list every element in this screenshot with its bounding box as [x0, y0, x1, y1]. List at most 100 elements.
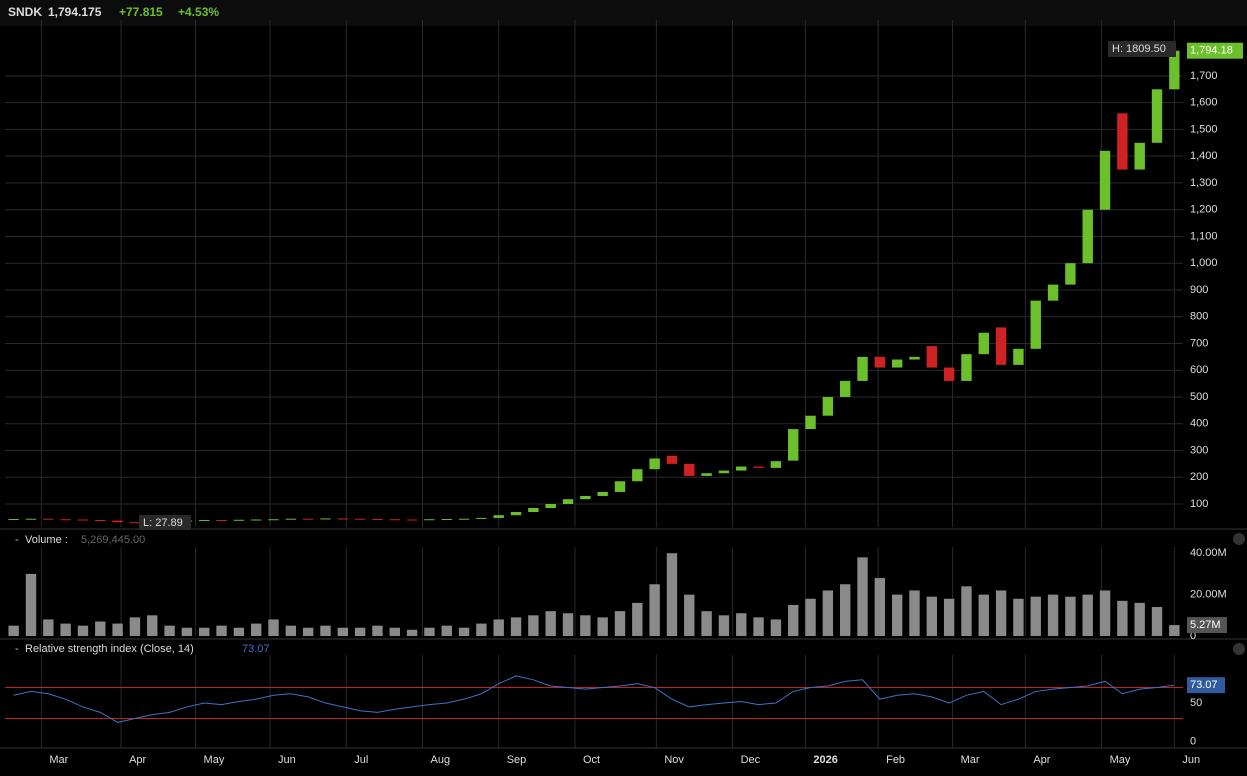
candle [320, 518, 331, 520]
candle [129, 522, 141, 524]
volume-bar [926, 596, 938, 636]
y-tick-label: 900 [1190, 284, 1208, 296]
price: 1,794.175 [48, 5, 102, 19]
volume-bar [753, 617, 764, 636]
candle [909, 356, 920, 360]
volume-bar [372, 625, 383, 636]
candle [1047, 284, 1059, 301]
panel-value: 73.07 [242, 643, 270, 655]
candle [424, 519, 435, 521]
close-volume-button[interactable] [1233, 533, 1245, 545]
volume-bar [891, 594, 903, 636]
collapse-icon[interactable]: - [15, 643, 19, 655]
x-tick-label: Aug [430, 754, 450, 766]
volume-bar [164, 625, 175, 636]
x-tick-label: Oct [583, 754, 600, 766]
volume-bar [233, 627, 245, 636]
candle [250, 519, 262, 521]
y-tick-label: 800 [1190, 311, 1208, 323]
candle [1082, 209, 1093, 264]
x-tick-label: 2026 [813, 754, 837, 766]
volume-bar [441, 625, 452, 636]
candle [857, 356, 868, 381]
volume-bar [43, 619, 54, 636]
low-tag-bg [139, 515, 191, 530]
candle [839, 380, 851, 397]
volume-bar [632, 602, 643, 636]
y-tick-label: 100 [1190, 498, 1208, 510]
volume-bar [597, 617, 608, 636]
x-tick-label: May [204, 754, 225, 766]
candle [701, 473, 712, 476]
volume-bar [406, 629, 418, 636]
volume-bar [978, 594, 989, 636]
candle [1134, 142, 1145, 170]
last-volume-tag-bg [1187, 617, 1227, 634]
y-tick-label: 1,300 [1190, 177, 1218, 189]
volume-bar [354, 627, 366, 636]
rsi-tag-bg [1187, 677, 1225, 694]
volume-bar [199, 627, 210, 636]
volume-bar [112, 623, 123, 636]
candle [632, 469, 643, 482]
x-tick-label: Apr [1033, 754, 1050, 766]
candle [805, 415, 816, 430]
change: +77.815 [119, 5, 163, 19]
candle [406, 519, 418, 521]
x-tick-label: Sep [507, 754, 527, 766]
y-tick-label: 20.00M [1190, 589, 1227, 601]
candle [943, 367, 955, 381]
y-tick-label: 500 [1190, 391, 1208, 403]
candle [753, 466, 764, 468]
candle [614, 481, 626, 492]
volume-bar [1082, 594, 1093, 636]
header-bar [0, 0, 1247, 26]
candle [199, 520, 210, 522]
volume-bar [1117, 600, 1128, 636]
volume-bar [424, 627, 435, 636]
volume-bar [770, 619, 782, 636]
volume-bar [666, 553, 678, 636]
candle [649, 458, 660, 470]
candle [580, 495, 591, 500]
close-rsi-button[interactable] [1233, 643, 1245, 655]
candle [354, 518, 366, 520]
y-tick-label: 1,600 [1190, 97, 1218, 109]
change-pct: +4.53% [178, 5, 219, 19]
x-tick-label: Apr [129, 754, 146, 766]
candle [216, 520, 227, 522]
volume-bar [1134, 602, 1145, 636]
x-tick-label: Jun [1182, 754, 1200, 766]
volume-bar [718, 615, 730, 636]
candle [476, 517, 487, 519]
candle [684, 463, 695, 476]
panel-title: Volume : [25, 534, 68, 546]
y-tick-label: 50 [1190, 697, 1202, 709]
volume-bar [805, 598, 816, 636]
x-tick-label: Dec [741, 754, 761, 766]
volume-bar [285, 625, 297, 636]
volume-bar [562, 613, 574, 636]
x-tick-label: Mar [49, 754, 68, 766]
volume-bar [614, 611, 626, 636]
collapse-icon[interactable]: - [15, 534, 19, 546]
volume-bar [181, 627, 193, 636]
volume-bar [250, 623, 262, 636]
candle [995, 327, 1007, 365]
panel-title: Relative strength index (Close, 14) [25, 643, 194, 655]
candle [736, 466, 747, 471]
y-tick-label: 1,100 [1190, 230, 1218, 242]
low-label: L: 27.89 [143, 517, 183, 529]
candle [233, 519, 245, 521]
candle [1065, 263, 1076, 285]
x-tick-label: May [1110, 754, 1131, 766]
symbol: SNDK [8, 5, 42, 19]
volume-bar [129, 617, 141, 636]
candle [562, 499, 574, 504]
high-label: H: 1809.50 [1112, 43, 1166, 55]
y-tick-label: 200 [1190, 471, 1208, 483]
candle [597, 491, 608, 496]
candle [1151, 89, 1163, 143]
y-tick-label: 0 [1190, 630, 1196, 642]
candle [1030, 300, 1041, 349]
